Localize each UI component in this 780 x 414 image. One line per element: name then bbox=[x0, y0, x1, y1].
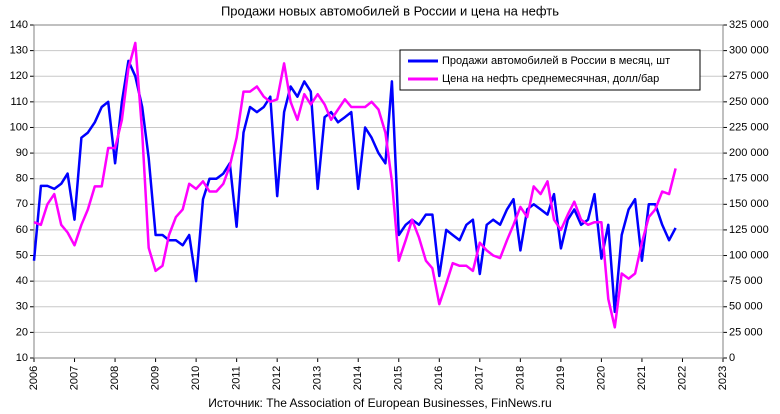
x-tick-label: 2006 bbox=[28, 366, 40, 390]
x-tick-label: 2016 bbox=[433, 366, 445, 390]
y2-tick-label: 25 000 bbox=[729, 326, 763, 338]
y-tick-label: 40 bbox=[16, 275, 28, 287]
x-tick-label: 2020 bbox=[595, 366, 607, 390]
x-tick-label: 2019 bbox=[555, 366, 567, 390]
y2-tick-label: 75 000 bbox=[729, 275, 763, 287]
y2-tick-label: 225 000 bbox=[729, 121, 769, 133]
x-tick-label: 2022 bbox=[676, 366, 688, 390]
y-tick-label: 30 bbox=[16, 301, 28, 313]
y-tick-label: 140 bbox=[10, 19, 28, 31]
y2-tick-label: 325 000 bbox=[729, 19, 769, 31]
x-tick-label: 2012 bbox=[271, 366, 283, 390]
y-tick-label: 90 bbox=[16, 147, 28, 159]
x-tick-label: 2015 bbox=[393, 366, 405, 390]
source-note: Источник: The Association of European Bu… bbox=[208, 396, 551, 410]
legend-label: Цена на нефть среднемесячная, долл/бар bbox=[442, 73, 659, 85]
x-tick-label: 2018 bbox=[514, 366, 526, 390]
y2-tick-label: 100 000 bbox=[729, 249, 769, 261]
y-tick-label: 110 bbox=[10, 96, 28, 108]
x-tick-label: 2010 bbox=[190, 366, 202, 390]
y2-tick-label: 175 000 bbox=[729, 173, 769, 185]
y2-tick-label: 200 000 bbox=[729, 147, 769, 159]
y2-tick-label: 275 000 bbox=[729, 70, 769, 82]
y2-tick-label: 125 000 bbox=[729, 224, 769, 236]
y2-tick-label: 250 000 bbox=[729, 96, 769, 108]
y-tick-label: 60 bbox=[16, 224, 28, 236]
y-tick-label: 10 bbox=[16, 352, 28, 364]
y2-tick-label: 50 000 bbox=[729, 301, 763, 313]
x-tick-label: 2017 bbox=[474, 366, 486, 390]
x-tick-label: 2014 bbox=[352, 366, 364, 390]
y-tick-label: 50 bbox=[16, 249, 28, 261]
y-tick-label: 100 bbox=[10, 121, 28, 133]
plot-frame bbox=[33, 24, 724, 359]
x-tick-label: 2007 bbox=[68, 366, 80, 390]
x-tick-label: 2021 bbox=[636, 366, 648, 390]
legend-box bbox=[399, 49, 701, 91]
legend-label: Продажи автомобилей в России в месяц, шт bbox=[442, 55, 670, 67]
x-tick-label: 2023 bbox=[717, 366, 729, 390]
x-tick-label: 2008 bbox=[109, 366, 121, 390]
chart-title: Продажи новых автомобилей в России и цен… bbox=[221, 3, 559, 18]
y-tick-label: 20 bbox=[16, 326, 28, 338]
x-tick-label: 2011 bbox=[231, 366, 243, 390]
y2-tick-label: 0 bbox=[729, 352, 735, 364]
y-tick-label: 130 bbox=[10, 45, 28, 57]
x-tick-label: 2013 bbox=[312, 366, 324, 390]
series-line bbox=[33, 41, 677, 329]
x-tick-label: 2009 bbox=[149, 366, 161, 390]
y-tick-label: 80 bbox=[16, 173, 28, 185]
y-tick-label: 70 bbox=[16, 198, 28, 210]
y-tick-label: 120 bbox=[10, 70, 28, 82]
y2-tick-label: 150 000 bbox=[729, 198, 769, 210]
y2-tick-label: 300 000 bbox=[729, 45, 769, 57]
